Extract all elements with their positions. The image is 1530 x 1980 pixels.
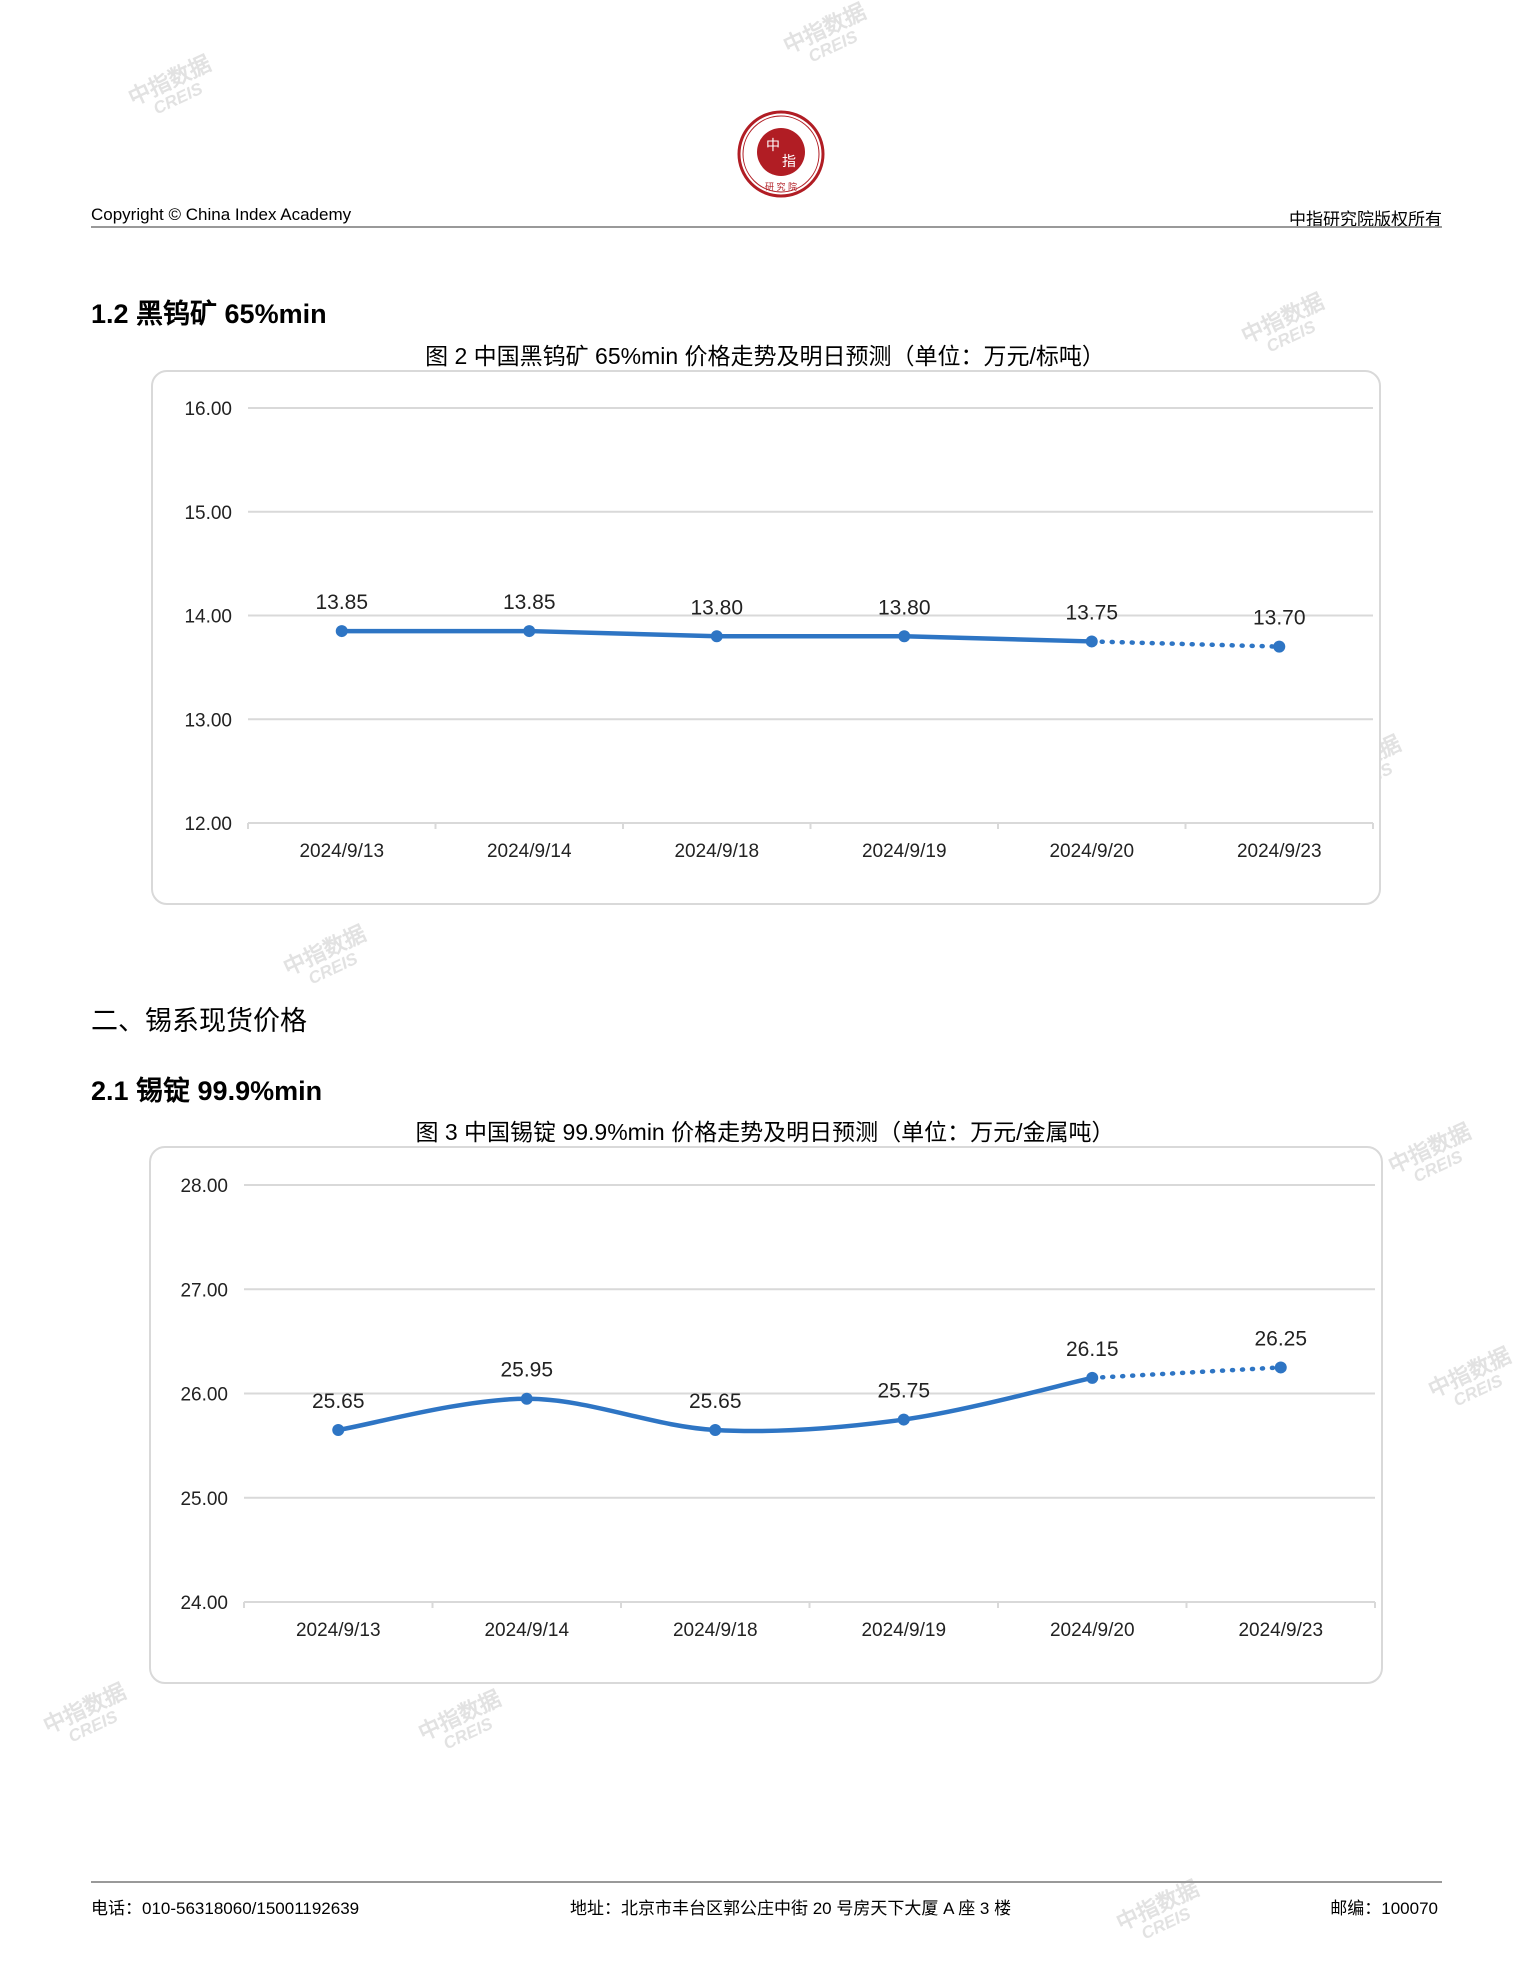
data-label: 26.25 <box>1254 1327 1307 1350</box>
data-label: 25.65 <box>689 1390 742 1413</box>
data-point <box>898 630 911 643</box>
chart-title: 图 2 中国黑钨矿 65%min 价格走势及明日预测（单位：万元/标吨） <box>425 343 1105 369</box>
data-point <box>332 1423 345 1436</box>
x-tick-label: 2024/9/19 <box>862 841 947 862</box>
y-tick-label: 13.00 <box>184 710 232 731</box>
x-tick-label: 2024/9/20 <box>1049 841 1134 862</box>
y-tick-label: 27.00 <box>180 1280 228 1301</box>
y-tick-label: 24.00 <box>180 1593 228 1614</box>
data-label: 13.85 <box>315 591 368 614</box>
svg-text:指: 指 <box>782 153 796 169</box>
chart-tungsten: 12.00 13.00 14.00 15.00 16.00 2024/9/13 2024/9… <box>184 399 1374 862</box>
data-point <box>1274 1361 1287 1374</box>
y-tick-label: 16.00 <box>184 399 232 420</box>
data-label: 13.80 <box>878 596 931 619</box>
svg-text:研 究 院: 研 究 院 <box>765 181 797 192</box>
logo: 中 指 研 究 院 <box>737 110 825 198</box>
x-tick-label: 2024/9/23 <box>1238 1620 1323 1641</box>
data-point <box>1085 635 1098 648</box>
forecast-line <box>1089 639 1282 649</box>
data-point <box>897 1413 910 1426</box>
section-heading: 1.2 黑钨矿 65%min <box>91 299 327 329</box>
data-point <box>710 630 723 643</box>
x-tick-label: 2024/9/19 <box>861 1620 946 1641</box>
chart-container: 24.00 25.00 26.00 27.00 28.00 2024/9/13 2024/9… <box>149 1146 1383 1684</box>
data-label: 13.85 <box>503 591 556 614</box>
rights-text: 中指研究院版权所有 <box>1289 210 1442 229</box>
footer-address: 地址：北京市丰台区郭公庄中街 20 号房天下大厦 A 座 3 楼 <box>570 1899 1012 1918</box>
y-tick-label: 12.00 <box>184 814 232 835</box>
chart-container: 12.00 13.00 14.00 15.00 16.00 2024/9/13 2024/9… <box>151 370 1381 905</box>
y-tick-label: 28.00 <box>180 1176 228 1197</box>
y-tick-label: 15.00 <box>184 503 232 524</box>
y-tick-label: 14.00 <box>184 607 232 628</box>
section-heading: 2.1 锡锭 99.9%min <box>91 1076 323 1106</box>
data-label: 13.80 <box>690 596 743 619</box>
footer-postcode: 邮编：100070 <box>1330 1899 1438 1918</box>
data-point <box>1086 1371 1099 1384</box>
data-label: 13.70 <box>1253 607 1306 630</box>
data-point <box>1273 640 1286 653</box>
chart-tin: 24.00 25.00 26.00 27.00 28.00 2024/9/13 2024/9… <box>180 1176 1376 1641</box>
x-tick-label: 2024/9/20 <box>1050 1620 1135 1641</box>
y-tick-label: 26.00 <box>180 1385 228 1406</box>
x-tick-label: 2024/9/13 <box>296 1620 381 1641</box>
data-label: 13.75 <box>1065 601 1118 624</box>
forecast-line <box>1090 1365 1283 1381</box>
data-point <box>523 625 536 638</box>
data-label: 25.95 <box>500 1359 553 1382</box>
x-tick-label: 2024/9/13 <box>299 841 384 862</box>
data-label: 25.75 <box>877 1380 930 1403</box>
data-point <box>709 1423 722 1436</box>
data-point <box>520 1392 533 1405</box>
footer-divider <box>91 1881 1442 1883</box>
x-tick-label: 2024/9/18 <box>674 841 759 862</box>
x-tick-label: 2024/9/18 <box>673 1620 758 1641</box>
svg-text:中: 中 <box>766 137 780 153</box>
data-label: 26.15 <box>1066 1338 1119 1361</box>
x-tick-label: 2024/9/14 <box>487 841 572 862</box>
footer-phone: 电话：010-56318060/15001192639 <box>91 1899 360 1918</box>
section-heading: 二、锡系现货价格 <box>91 1006 307 1036</box>
data-point <box>335 625 348 638</box>
chart-title: 图 3 中国锡锭 99.9%min 价格走势及明日预测（单位：万元/金属吨） <box>415 1119 1115 1145</box>
x-tick-label: 2024/9/14 <box>484 1620 569 1641</box>
data-label: 25.65 <box>312 1390 365 1413</box>
y-tick-label: 25.00 <box>180 1489 228 1510</box>
x-tick-label: 2024/9/23 <box>1237 841 1322 862</box>
header-divider <box>91 226 1442 228</box>
copyright-text: Copyright © China Index Academy <box>91 205 352 224</box>
